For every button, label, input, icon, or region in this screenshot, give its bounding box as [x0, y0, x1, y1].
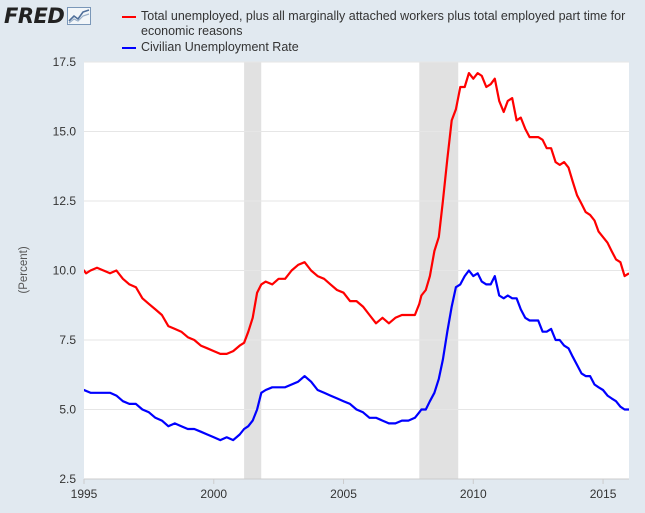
y-tick-label-5: 15.0	[53, 125, 77, 139]
x-tick-label-0: 1995	[71, 487, 98, 501]
x-tick-label-4: 2015	[590, 487, 617, 501]
y-tick-label-0: 2.5	[59, 472, 76, 486]
y-tick-label-3: 10.0	[53, 264, 77, 278]
y-tick-label-1: 5.0	[59, 403, 76, 417]
series-line-1	[84, 269, 629, 442]
x-tick-label-2: 2005	[330, 487, 357, 501]
legend-label-red: Total unemployed, plus all marginally at…	[141, 9, 626, 38]
chart-legend: Total unemployed, plus all marginally at…	[122, 9, 637, 56]
y-tick-label-2: 7.5	[59, 333, 76, 347]
y-tick-label-4: 12.5	[53, 194, 77, 208]
legend-label-blue: Civilian Unemployment Rate	[141, 40, 299, 54]
legend-item-blue[interactable]: Civilian Unemployment Rate	[122, 40, 637, 55]
legend-swatch-blue	[122, 47, 136, 49]
axis-layer: 2.5 5.0 7.5 10.0 12.5 15.0 17.5 1995 2000 2005 201…	[53, 55, 629, 501]
fred-logo-text: FRED	[4, 4, 65, 28]
chart-header: FRED Total unemployed, plus all marginal…	[0, 0, 645, 58]
legend-swatch-red	[122, 16, 136, 18]
x-tick-label-1: 2000	[200, 487, 227, 501]
chart-line-icon	[67, 7, 92, 25]
fred-logo[interactable]: FRED	[4, 4, 92, 28]
y-axis-title: (Percent)	[18, 246, 30, 293]
series-layer	[84, 71, 629, 442]
y-tick-label-6: 17.5	[53, 55, 77, 69]
series-line-0	[84, 71, 629, 355]
legend-item-red[interactable]: Total unemployed, plus all marginally at…	[122, 9, 637, 39]
x-tick-label-3: 2010	[460, 487, 487, 501]
